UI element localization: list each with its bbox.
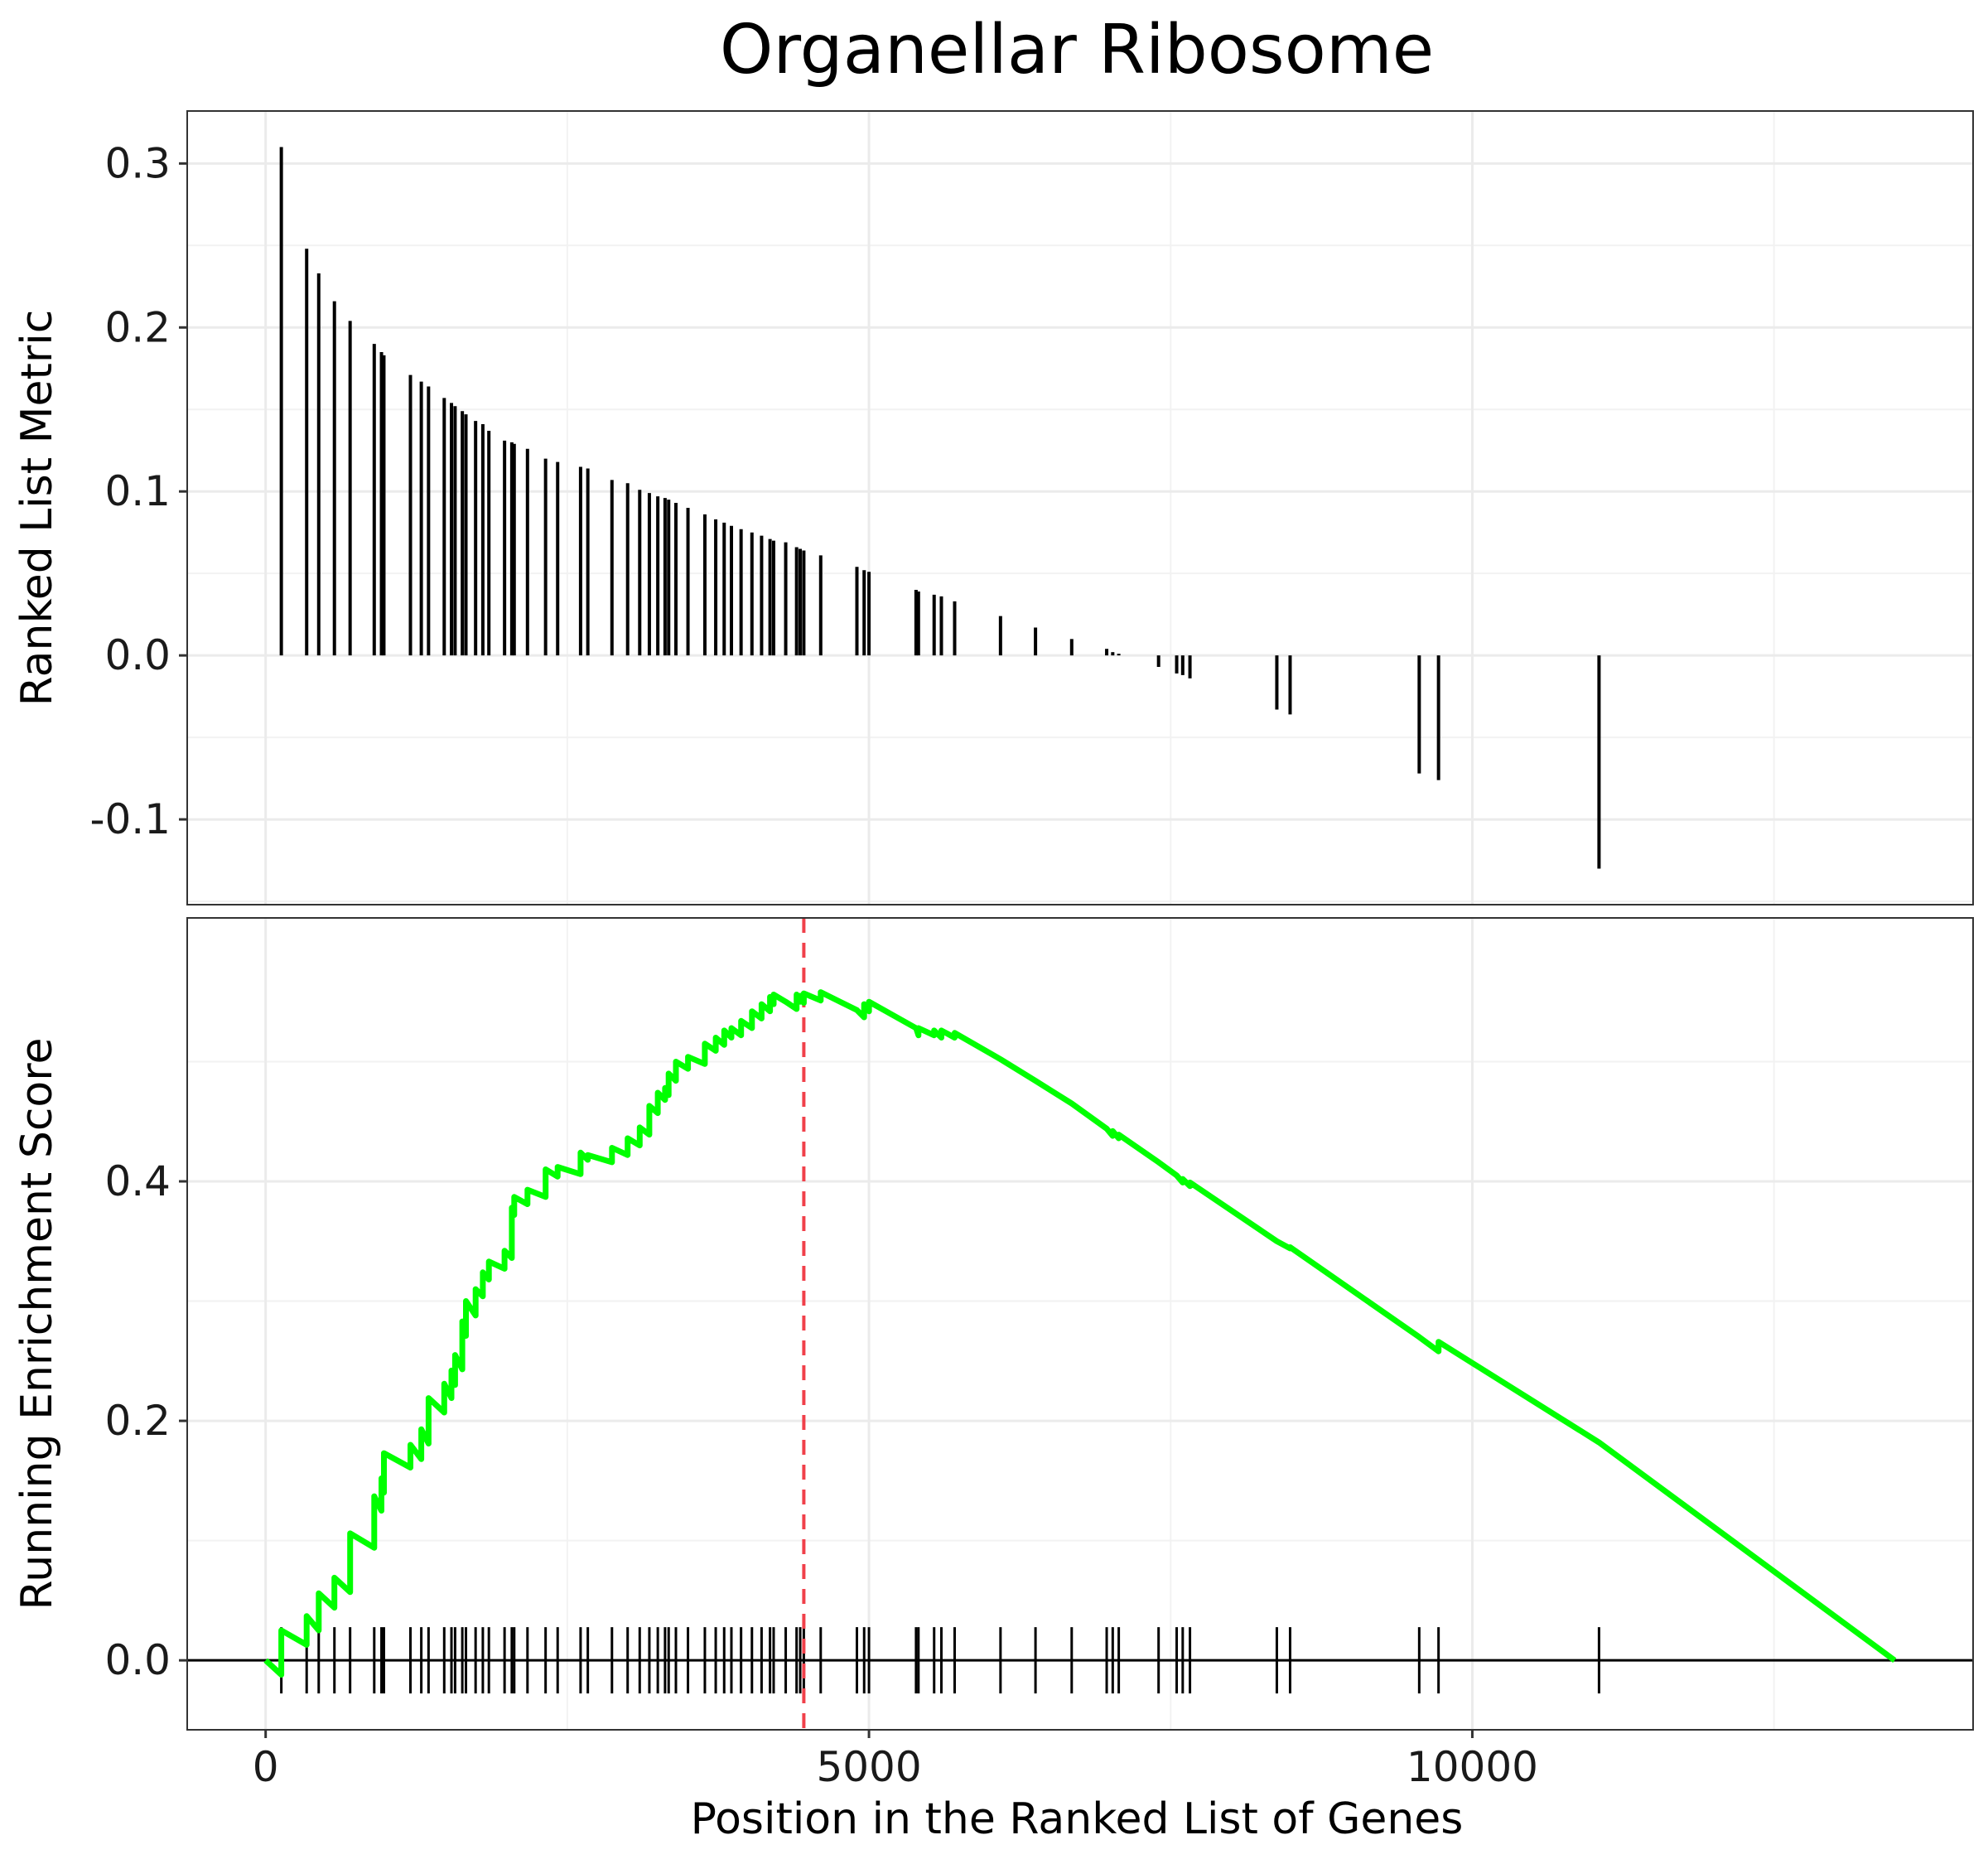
x-tick-label: 0	[253, 1743, 279, 1791]
x-axis-title: Position in the Ranked List of Genes	[691, 1794, 1464, 1844]
running-score-y-axis-title: Running Enrichment Score	[12, 1038, 62, 1610]
x-axis-ticks: 0 5000 10000	[253, 1730, 1538, 1791]
x-tick-label: 5000	[816, 1743, 921, 1791]
ranked-metric-y-axis-title: Ranked List Metric	[12, 310, 62, 707]
gene-hit-ticks	[280, 1627, 1600, 1694]
y-tick-label: 0.1	[104, 467, 171, 515]
ranked-metric-panel-border	[186, 110, 1974, 905]
y-tick-label: 0.4	[104, 1157, 171, 1205]
y-tick-label: 0.0	[104, 631, 171, 679]
chart-title: Organellar Ribosome	[720, 11, 1434, 89]
y-tick-label: 0.2	[104, 1397, 171, 1445]
ranked-metric-y-ticks: -0.1 0.0 0.1 0.2 0.3	[89, 139, 187, 843]
y-tick-label: 0.0	[104, 1636, 171, 1684]
running-score-y-ticks: 0.0 0.2 0.4	[104, 1157, 187, 1684]
running-score-panel: 0.0 0.2 0.4 Running Enrichment Score	[12, 917, 1974, 1731]
running-enrichment-line	[263, 989, 1897, 1678]
y-tick-label: 0.2	[104, 303, 171, 351]
ranked-metric-panel: -0.1 0.0 0.1 0.2 0.3 Ranked List Metric	[12, 110, 1974, 905]
y-tick-label: 0.3	[104, 139, 171, 187]
x-tick-label: 10000	[1407, 1743, 1538, 1791]
y-tick-label: -0.1	[89, 795, 171, 843]
ranked-metric-gridlines	[187, 111, 1973, 905]
ranked-metric-bars	[279, 147, 1601, 869]
running-score-panel-border	[186, 917, 1974, 1731]
